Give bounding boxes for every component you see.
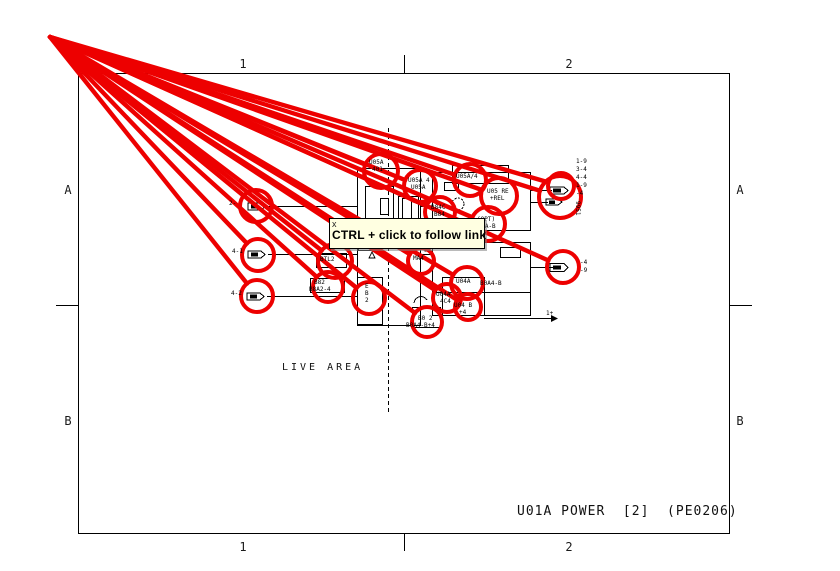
- component-ref-label: U05A: [369, 159, 384, 166]
- component-ref-label: U05 RE: [487, 188, 509, 195]
- link-hotspot-circle[interactable]: [479, 176, 519, 216]
- component-ref-label: B0A4-B+4: [406, 322, 435, 329]
- component-ref-label: (OPT): [477, 216, 496, 223]
- live-area-label: LIVE AREA: [282, 362, 364, 373]
- link-tooltip: x CTRL + click to follow link: [329, 218, 487, 249]
- wire-arrowhead: [551, 315, 558, 322]
- link-hotspot-circle[interactable]: [351, 280, 387, 316]
- link-hotspot-circle[interactable]: [239, 278, 275, 314]
- component-ref-label: B0A4-B: [480, 280, 502, 287]
- link-hotspot-circle[interactable]: [311, 270, 345, 304]
- component-ref-label: 1-9: [576, 182, 587, 189]
- grid-label: B: [736, 414, 744, 428]
- component-ref-label: 3-4: [576, 166, 587, 173]
- component-ref-label: -4: [576, 190, 584, 197]
- component-ref-label: U04A: [456, 278, 471, 285]
- component-ref-label: +REL: [490, 195, 505, 202]
- grid-label: 1: [239, 540, 247, 554]
- component-ref-label: MA4: [413, 255, 424, 262]
- link-hotspot-circle[interactable]: [402, 168, 438, 204]
- component-ref-label: B: [365, 290, 369, 297]
- component-ref-label: B8A2-4: [309, 286, 331, 293]
- component-ref-label: 2: [365, 297, 369, 304]
- link-pointer-line: [47, 34, 485, 193]
- link-pointer-line: [47, 34, 359, 291]
- grid-label: B: [64, 414, 72, 428]
- link-hotspot-circle[interactable]: [238, 188, 274, 224]
- component-ref-label: B84C: [431, 204, 446, 211]
- component-ref-label: E: [365, 283, 369, 290]
- link-pointer-line: [47, 34, 460, 303]
- grid-label: 2: [565, 57, 573, 71]
- link-pointer-line: [47, 34, 320, 280]
- component-ref-label: 4-1: [232, 248, 243, 255]
- grid-label: 1: [239, 57, 247, 71]
- component-ref-label: U04A: [436, 291, 451, 298]
- sheet-title: U01A POWER [2] (PE0206): [517, 504, 738, 519]
- link-hotspot-circle[interactable]: [240, 237, 276, 273]
- link-hotspot-circle[interactable]: [537, 174, 583, 220]
- link-pointer-line: [47, 34, 250, 286]
- component-ref-label: B84: [434, 211, 445, 218]
- component-ref-label: BTL2: [320, 256, 335, 263]
- tooltip-prefix: x: [332, 219, 337, 229]
- component-ref-label: B0 2: [418, 315, 433, 322]
- component-ref-label: U04 B: [454, 302, 473, 309]
- link-hotspot-circle[interactable]: [452, 162, 488, 198]
- link-hotspot-circle[interactable]: [546, 171, 576, 201]
- link-hotspot-circle[interactable]: [453, 292, 483, 322]
- component-ref-label: B82: [314, 279, 325, 286]
- grid-label: A: [736, 183, 744, 197]
- component-ref-label: U05A 4: [408, 177, 430, 184]
- component-ref-label: 2-: [229, 200, 237, 207]
- component-ref-label: -4: [580, 259, 588, 266]
- link-hotspot-circle[interactable]: [362, 152, 400, 190]
- link-pointer-line: [47, 34, 250, 246]
- component-ref-label: 4-2: [231, 290, 242, 297]
- link-pointer-line: [47, 34, 551, 185]
- link-pointer-line: [47, 34, 418, 316]
- component-ref-label: 4-4: [576, 174, 587, 181]
- grid-label: 2: [565, 540, 573, 554]
- link-hotspot-circle[interactable]: [410, 305, 444, 339]
- component-ref-label: U05A/4: [456, 173, 478, 180]
- link-hotspot-circle[interactable]: [545, 249, 581, 285]
- connector-plugs: [246, 186, 569, 322]
- component-ref-label: 401: [372, 166, 383, 173]
- component-ref-label: -9: [580, 267, 588, 274]
- grid-label: A: [64, 183, 72, 197]
- component-ref-label: 9951: [574, 201, 581, 216]
- component-ref-label: U05A: [411, 184, 426, 191]
- component-ref-label: 1+: [546, 310, 554, 317]
- component-ref-label: 1-9: [576, 158, 587, 165]
- tooltip-hint-text: CTRL + click to follow link: [332, 228, 487, 242]
- component-ref-label: 4C4: [440, 298, 451, 305]
- component-ref-label: +4: [459, 309, 467, 316]
